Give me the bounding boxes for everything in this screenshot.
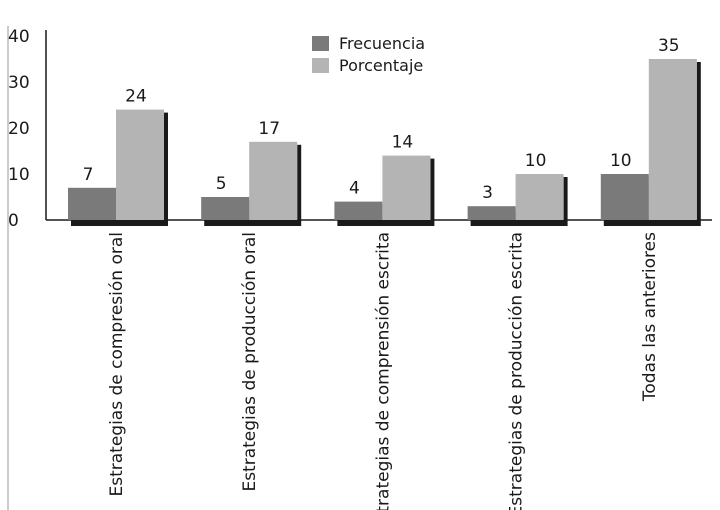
category-label: Estrategias de comprensión escrita [373, 232, 393, 510]
data-label: 35 [658, 36, 680, 56]
data-label: 3 [482, 183, 493, 203]
bar-shadow [563, 177, 568, 226]
legend-swatch-porcentaje [312, 58, 329, 73]
bar-frecuencia-4 [600, 174, 649, 220]
data-label: 4 [349, 179, 360, 199]
bar-frecuencia-2 [334, 201, 383, 220]
data-label: 10 [610, 151, 632, 171]
bar-shadow [696, 62, 701, 226]
y-tick-label: 10 [8, 165, 30, 185]
data-label: 17 [258, 119, 280, 139]
bar-porcentaje-1 [249, 141, 298, 220]
bar-frecuencia-0 [68, 187, 116, 220]
bar-shadow-bottom [252, 220, 301, 226]
bar-porcentaje-0 [116, 109, 164, 220]
bar-shadow-bottom [518, 220, 567, 226]
bar-shadow-bottom [470, 220, 519, 226]
bar-porcentaje-2 [382, 155, 431, 220]
bar-porcentaje-4 [648, 59, 697, 220]
data-label: 24 [125, 87, 147, 107]
bar-shadow [430, 158, 435, 226]
bar-shadow [297, 144, 302, 226]
bar-frecuencia-1 [201, 197, 250, 220]
category-label: Estrategias de producción escrita [507, 232, 527, 510]
bar-shadow-bottom [385, 220, 434, 226]
legend-label: Frecuencia [339, 34, 425, 53]
bar-porcentaje-3 [515, 174, 564, 220]
labels: 7 24 Estrategias de compresión oral 5 17 Estr… [83, 36, 680, 510]
bar-shadow-bottom [337, 220, 386, 226]
data-label: 7 [83, 165, 94, 185]
legend-swatch-frecuencia [312, 36, 329, 51]
bar-shadow-bottom [651, 220, 700, 226]
y-tick-label: 40 [8, 27, 30, 47]
category-label: Estrategias de producción oral [240, 232, 260, 492]
data-label: 5 [216, 174, 227, 194]
category-label: Estrategias de compresión oral [107, 232, 127, 497]
legend: Frecuencia Porcentaje [312, 34, 425, 75]
legend-label: Porcentaje [339, 56, 423, 75]
bars [68, 59, 701, 226]
y-tick-label: 20 [8, 119, 30, 139]
bar-shadow-bottom [71, 220, 119, 226]
bar-shadow-bottom [119, 220, 167, 226]
data-label: 10 [525, 151, 547, 171]
y-tick-label: 0 [8, 211, 19, 231]
bar-shadow-bottom [204, 220, 253, 226]
category-label: Todas las anteriores [640, 232, 660, 402]
bar-shadow-bottom [603, 220, 652, 226]
bar-frecuencia-3 [467, 206, 516, 220]
bar-shadow [164, 112, 168, 226]
y-tick-label: 30 [8, 73, 30, 93]
data-label: 14 [392, 133, 414, 153]
